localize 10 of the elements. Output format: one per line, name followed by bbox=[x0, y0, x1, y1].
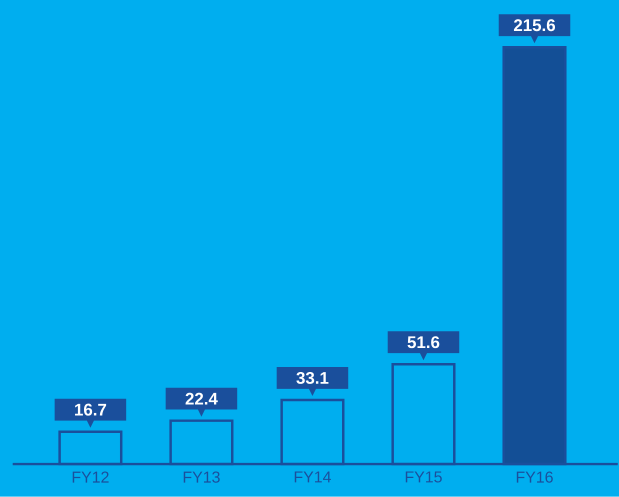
data-label: 33.1 bbox=[296, 372, 328, 384]
x-tick-label: FY14 bbox=[294, 472, 331, 483]
x-tick-label: FY16 bbox=[516, 472, 553, 483]
data-label: 215.6 bbox=[514, 19, 556, 32]
data-label: 22.4 bbox=[186, 392, 218, 405]
x-tick-label: FY12 bbox=[72, 472, 109, 483]
x-tick-label: FY13 bbox=[184, 472, 220, 483]
x-tick-label: FY15 bbox=[406, 472, 442, 483]
data-label: 51.6 bbox=[408, 336, 440, 348]
data-label: 16.7 bbox=[75, 404, 106, 416]
